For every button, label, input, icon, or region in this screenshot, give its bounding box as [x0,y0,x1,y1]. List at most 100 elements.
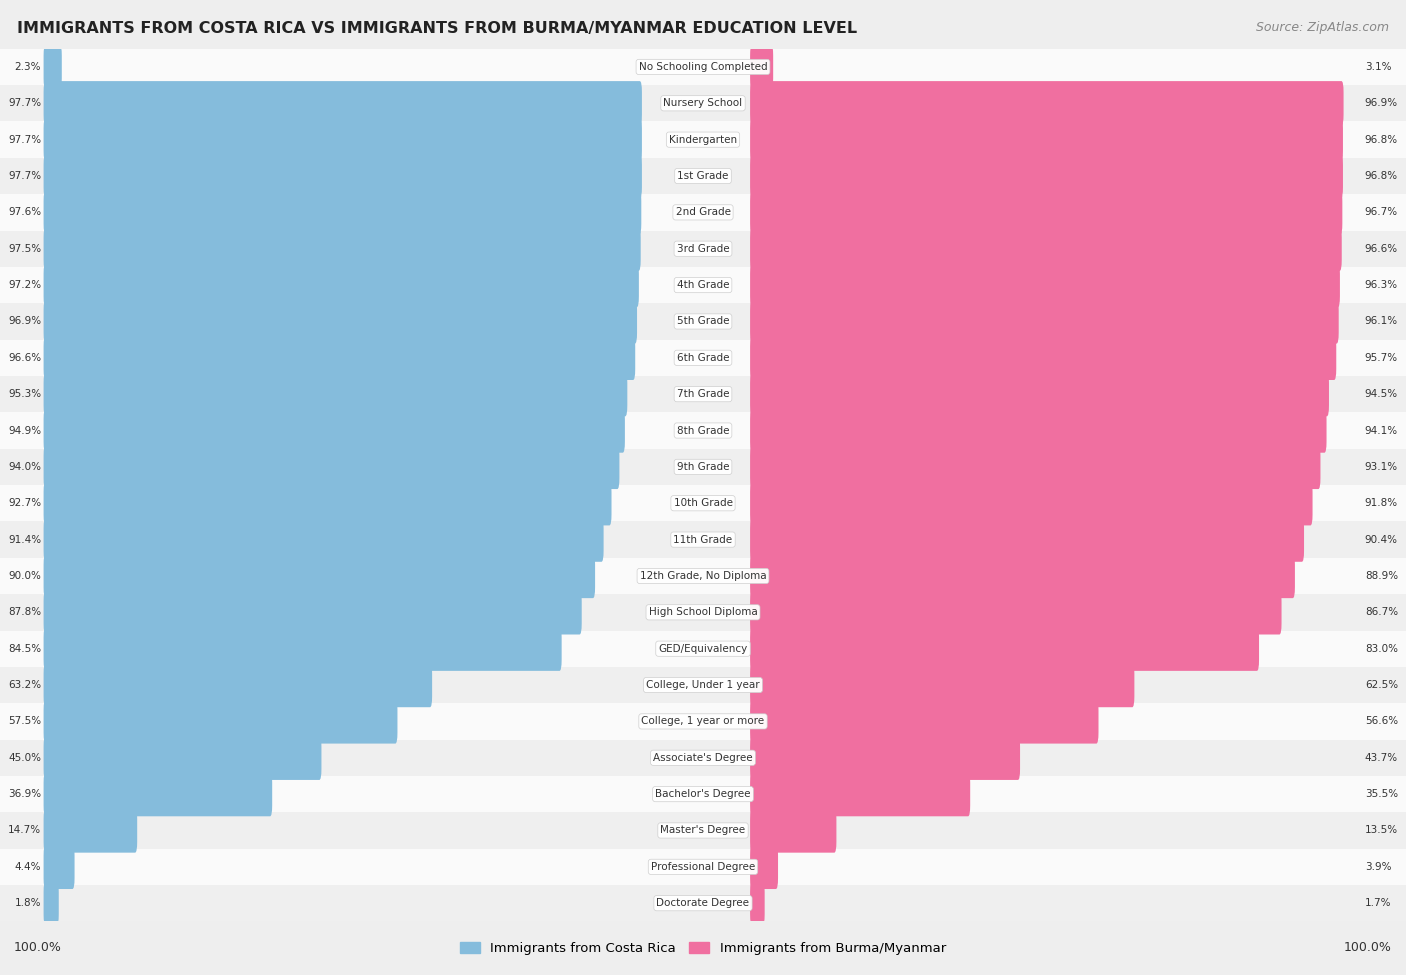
Text: 4.4%: 4.4% [14,862,41,872]
FancyBboxPatch shape [44,735,322,780]
FancyBboxPatch shape [44,590,582,635]
Text: 1st Grade: 1st Grade [678,171,728,181]
Text: IMMIGRANTS FROM COSTA RICA VS IMMIGRANTS FROM BURMA/MYANMAR EDUCATION LEVEL: IMMIGRANTS FROM COSTA RICA VS IMMIGRANTS… [17,21,858,36]
Text: 97.7%: 97.7% [8,135,41,144]
Text: 12th Grade, No Diploma: 12th Grade, No Diploma [640,571,766,581]
FancyBboxPatch shape [0,594,1406,631]
FancyBboxPatch shape [751,190,1343,235]
Text: 2.3%: 2.3% [14,62,41,72]
Text: 96.6%: 96.6% [1365,244,1398,254]
FancyBboxPatch shape [751,45,773,89]
Text: GED/Equivalency: GED/Equivalency [658,644,748,653]
Text: 13.5%: 13.5% [1365,826,1398,836]
FancyBboxPatch shape [751,299,1339,343]
Text: Professional Degree: Professional Degree [651,862,755,872]
FancyBboxPatch shape [751,881,765,925]
Text: 45.0%: 45.0% [8,753,41,762]
FancyBboxPatch shape [0,667,1406,703]
FancyBboxPatch shape [44,335,636,380]
FancyBboxPatch shape [0,740,1406,776]
FancyBboxPatch shape [751,372,1329,416]
FancyBboxPatch shape [0,412,1406,449]
Text: 97.7%: 97.7% [8,98,41,108]
Text: 92.7%: 92.7% [8,498,41,508]
FancyBboxPatch shape [44,372,627,416]
Text: 88.9%: 88.9% [1365,571,1398,581]
Text: 11th Grade: 11th Grade [673,534,733,545]
Text: 96.9%: 96.9% [8,317,41,327]
FancyBboxPatch shape [44,481,612,526]
FancyBboxPatch shape [0,448,1406,486]
Text: Bachelor's Degree: Bachelor's Degree [655,789,751,800]
Text: 93.1%: 93.1% [1365,462,1398,472]
FancyBboxPatch shape [44,808,138,853]
FancyBboxPatch shape [751,263,1340,307]
Text: 7th Grade: 7th Grade [676,389,730,399]
Text: No Schooling Completed: No Schooling Completed [638,62,768,72]
FancyBboxPatch shape [751,445,1320,489]
Text: Associate's Degree: Associate's Degree [654,753,752,762]
Text: 4th Grade: 4th Grade [676,280,730,291]
Text: 91.4%: 91.4% [8,534,41,545]
FancyBboxPatch shape [751,772,970,816]
Text: 97.2%: 97.2% [8,280,41,291]
FancyBboxPatch shape [0,49,1406,85]
FancyBboxPatch shape [0,267,1406,303]
Text: 36.9%: 36.9% [8,789,41,800]
FancyBboxPatch shape [0,522,1406,558]
FancyBboxPatch shape [44,190,641,235]
FancyBboxPatch shape [0,848,1406,885]
Legend: Immigrants from Costa Rica, Immigrants from Burma/Myanmar: Immigrants from Costa Rica, Immigrants f… [454,937,952,960]
Text: 35.5%: 35.5% [1365,789,1398,800]
Text: 62.5%: 62.5% [1365,680,1398,690]
FancyBboxPatch shape [44,409,624,452]
FancyBboxPatch shape [0,703,1406,740]
Text: 94.1%: 94.1% [1365,425,1398,436]
FancyBboxPatch shape [44,627,561,671]
FancyBboxPatch shape [0,486,1406,522]
Text: 96.8%: 96.8% [1365,135,1398,144]
FancyBboxPatch shape [751,409,1326,452]
Text: 1.7%: 1.7% [1365,898,1392,908]
FancyBboxPatch shape [44,154,643,198]
Text: 100.0%: 100.0% [14,941,62,955]
Text: Source: ZipAtlas.com: Source: ZipAtlas.com [1256,21,1389,34]
Text: Master's Degree: Master's Degree [661,826,745,836]
FancyBboxPatch shape [751,117,1343,162]
FancyBboxPatch shape [751,699,1098,744]
FancyBboxPatch shape [44,263,638,307]
FancyBboxPatch shape [0,194,1406,230]
FancyBboxPatch shape [751,663,1135,707]
Text: 3.1%: 3.1% [1365,62,1392,72]
FancyBboxPatch shape [44,844,75,889]
Text: 1.8%: 1.8% [14,898,41,908]
Text: 83.0%: 83.0% [1365,644,1398,653]
Text: 14.7%: 14.7% [8,826,41,836]
FancyBboxPatch shape [0,339,1406,376]
FancyBboxPatch shape [44,445,620,489]
FancyBboxPatch shape [751,481,1313,526]
Text: 95.7%: 95.7% [1365,353,1398,363]
FancyBboxPatch shape [751,735,1021,780]
FancyBboxPatch shape [44,554,595,598]
FancyBboxPatch shape [44,299,637,343]
Text: 90.4%: 90.4% [1365,534,1398,545]
FancyBboxPatch shape [0,376,1406,412]
FancyBboxPatch shape [44,699,398,744]
FancyBboxPatch shape [44,772,273,816]
Text: College, Under 1 year: College, Under 1 year [647,680,759,690]
FancyBboxPatch shape [0,812,1406,848]
FancyBboxPatch shape [751,627,1258,671]
Text: 87.8%: 87.8% [8,607,41,617]
Text: 96.8%: 96.8% [1365,171,1398,181]
Text: 10th Grade: 10th Grade [673,498,733,508]
Text: 97.6%: 97.6% [8,208,41,217]
FancyBboxPatch shape [751,808,837,853]
Text: High School Diploma: High School Diploma [648,607,758,617]
Text: 86.7%: 86.7% [1365,607,1398,617]
Text: 94.9%: 94.9% [8,425,41,436]
Text: 97.7%: 97.7% [8,171,41,181]
Text: 3rd Grade: 3rd Grade [676,244,730,254]
Text: 6th Grade: 6th Grade [676,353,730,363]
Text: Nursery School: Nursery School [664,98,742,108]
